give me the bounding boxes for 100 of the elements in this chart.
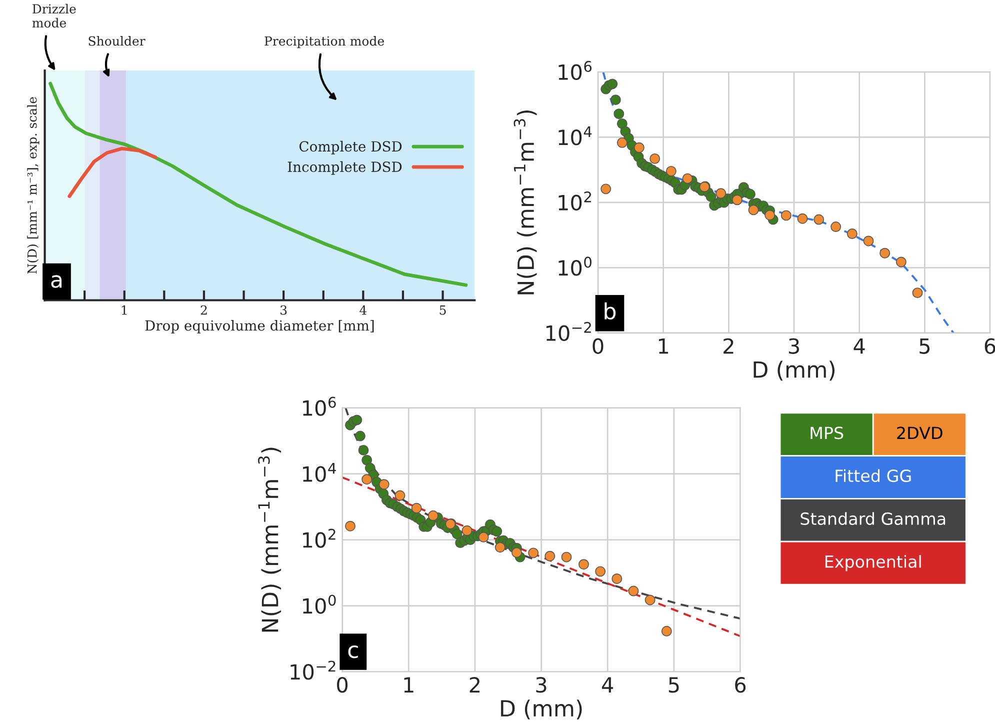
point [428,510,438,521]
point [912,288,923,298]
point [634,142,644,153]
text: Exponential [825,554,921,572]
point [706,191,716,202]
text: Fitted GG [836,469,911,482]
point [863,236,874,246]
text: Shoulder [88,36,146,46]
x-tick-label: 5 [668,677,679,693]
point [610,94,621,106]
y-tick-label: 10$^{6}$ [303,396,336,416]
point [362,474,372,485]
text: Standard Gamma [800,512,946,526]
x-tick-label: 2 [200,305,207,315]
point [352,414,362,426]
point [666,166,676,176]
x-tick-label: 4 [360,305,367,315]
point [452,528,462,540]
x-tick-label: 1 [404,677,414,692]
point [764,210,776,220]
point [492,526,502,537]
line-series [602,72,954,333]
y-tick-label: 10$^{4}$ [558,126,592,146]
point [607,78,618,90]
point [411,502,422,514]
point [616,118,628,129]
legend-label: Complete DSD [299,140,402,154]
y-tick-label: 10$^{−2}$ [546,322,591,342]
x-tick-label: 1 [122,305,127,315]
point [345,520,356,532]
point [394,490,406,501]
point [378,479,390,490]
x-tick-label: 0 [592,338,604,354]
point [612,574,622,584]
x-tick-label: 3 [536,676,546,693]
line-series [344,408,740,620]
point [362,454,372,466]
y-tick-label: 10$^{−2}$ [290,660,336,680]
x-tick-label: 6 [984,338,995,354]
point [358,444,369,456]
y-axis-title: N(D) (mm$^{−1}$m$^{−3}$) [514,110,537,294]
point [512,547,522,558]
point [814,214,824,225]
point [528,548,539,558]
point [650,153,660,164]
y-tick-label: 10$^{0}$ [303,594,336,614]
x-tick-label: 4 [854,338,865,354]
x-tick-label: 3 [788,338,799,354]
annotation: b [604,302,616,320]
x-tick-label: 2 [724,338,734,354]
point [745,188,756,200]
x-tick-label: 6 [735,676,746,693]
x-tick-label: 3 [280,305,287,315]
x-tick-label: 0 [337,676,348,693]
point [780,210,792,221]
point [462,525,472,536]
x-axis-title: D (mm) [501,700,582,720]
y-tick-label: 10$^{2}$ [558,191,591,211]
point [732,194,742,206]
point [846,228,858,239]
point [682,173,693,184]
y-tick-label: 10$^{0}$ [558,256,592,276]
x-tick-label: 5 [920,338,930,354]
y-tick-label: 10$^{6}$ [558,60,592,80]
point [600,184,612,194]
point [880,248,890,258]
text: 2DVD [897,426,942,439]
y-tick-label: 10$^{2}$ [303,528,336,548]
legend-label: Incomplete DSD [288,161,402,175]
point [661,626,672,636]
y-tick-label: 10$^{4}$ [303,462,336,482]
x-tick-label: 2 [470,676,480,692]
point [748,204,759,216]
x-axis-title: D (mm) [754,360,835,381]
point [578,559,589,570]
point [716,188,726,199]
point [354,430,366,442]
point [561,552,572,562]
y-axis-title: N(D) (mm$^{−1}$m$^{−3}$) [258,448,282,632]
point [797,213,808,224]
x-tick-label: 4 [602,677,614,692]
x-tick-label: 5 [440,305,446,315]
point [494,542,506,553]
point [595,566,606,577]
y-axis-title: N(D) [mm⁻¹ m⁻³], exp. scale [27,97,40,274]
point [614,108,624,120]
point [544,550,556,562]
point [830,222,842,232]
text: Drizzle mode [32,4,76,28]
point [644,594,656,606]
point [616,137,628,148]
line-series [342,476,740,638]
annotation: c [348,645,358,658]
x-tick-label: 1 [658,338,668,354]
point [478,532,489,542]
point [628,586,639,596]
point [896,256,906,268]
text: MPS [810,426,844,440]
annotation: a [51,275,62,288]
x-axis-title: Drop equivolume diameter [mm] [145,320,374,334]
